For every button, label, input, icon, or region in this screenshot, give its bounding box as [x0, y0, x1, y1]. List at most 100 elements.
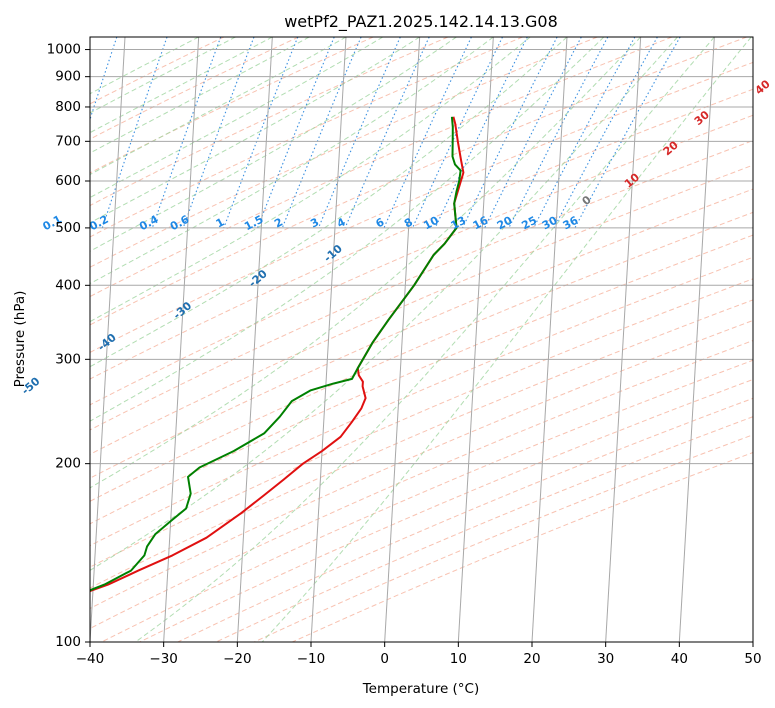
dry-adiabat	[90, 139, 753, 431]
mixing-ratio-line	[462, 37, 558, 229]
mixing-ratio-line	[182, 37, 255, 229]
isotherm-line	[752, 633, 753, 642]
moist-adiabat	[90, 37, 678, 571]
moist-adiabat	[90, 37, 310, 154]
dry-adiabat	[90, 319, 753, 610]
dry-adiabat	[90, 37, 523, 238]
mixing-ratio-line	[484, 37, 582, 229]
x-tick-label: −10	[297, 651, 326, 667]
mixing-ratio-label: 25	[519, 214, 539, 233]
mixing-ratio-line	[90, 37, 118, 122]
mixing-ratio-line	[434, 37, 528, 229]
chart-title: wetPf2_PAZ1.2025.142.14.13.G08	[284, 12, 558, 32]
dry-adiabat	[90, 37, 449, 207]
grid-lines	[90, 37, 753, 642]
x-tick-label: −20	[223, 651, 252, 667]
mixing-ratio-label: 36	[561, 214, 581, 233]
mixing-ratio-line	[383, 37, 472, 229]
moist-adiabat-label: 10	[622, 170, 642, 190]
x-tick-label: 0	[380, 651, 389, 667]
x-tick-label: −30	[149, 651, 178, 667]
mixing-ratio-line	[553, 37, 658, 229]
isotherm-label: -10	[321, 242, 345, 265]
mixing-ratio-line	[317, 37, 401, 229]
isotherm-line	[678, 37, 715, 642]
y-tick-label: 300	[55, 351, 81, 367]
isotherm-line	[236, 37, 273, 642]
mixing-ratio-line	[101, 37, 168, 229]
mixing-ratio-label: 20	[495, 214, 515, 233]
x-tick-label: 30	[597, 651, 614, 667]
moist-adiabat	[90, 37, 236, 114]
isotherm-line	[90, 37, 126, 642]
moist-adiabat	[90, 37, 347, 176]
mixing-ratio-label: 0.2	[87, 213, 110, 234]
dry-adiabat	[90, 299, 753, 589]
dry-adiabat	[90, 37, 598, 268]
isotherm-label: -40	[95, 331, 119, 354]
moist-adiabat-label: 40	[753, 77, 773, 97]
moist-adiabat	[90, 37, 605, 422]
mixing-ratio-line	[508, 37, 609, 229]
mixing-ratio-line	[223, 37, 299, 229]
isotherm-line	[531, 37, 568, 642]
mixing-ratio-line	[151, 37, 222, 229]
y-tick-label: 600	[55, 173, 81, 189]
mixing-ratio-line	[574, 37, 681, 229]
y-tick-label: 200	[55, 456, 81, 472]
dry-adiabat	[101, 359, 753, 642]
moist-adiabat	[90, 37, 457, 252]
moist-adiabat	[90, 37, 531, 323]
y-tick-label: 700	[55, 133, 81, 149]
moist-adiabat	[90, 37, 568, 368]
x-tick-label: 20	[523, 651, 540, 667]
isotherm-line	[163, 37, 200, 642]
x-tick-label: −40	[76, 651, 105, 667]
isotherm-line	[457, 37, 494, 642]
isotherm-line	[605, 37, 642, 642]
isotherm-line	[384, 37, 421, 642]
moist-adiabat	[135, 37, 715, 642]
dry-adiabat	[90, 164, 753, 455]
dry-adiabat	[90, 188, 753, 479]
dry-adiabat	[90, 37, 673, 298]
mixing-ratio-line	[256, 37, 335, 229]
background-lines	[90, 37, 753, 642]
profile-lines	[90, 116, 465, 593]
moist-adiabat	[90, 37, 384, 199]
inner-labels: -100-90-80-70-60-50-40-30-20-100.10.20.4…	[19, 77, 773, 397]
x-tick-label: 10	[450, 651, 467, 667]
dry-adiabat	[90, 37, 299, 140]
mixing-ratio-label: 0.4	[137, 213, 161, 234]
x-axis-ticks: −40 −30 −20 −10 0 10 20 30 40 50	[76, 642, 762, 667]
dry-adiabat	[215, 416, 753, 642]
moist-adiabat	[90, 37, 273, 134]
dry-adiabat	[90, 61, 753, 353]
mixing-ratio-label: 13	[449, 214, 469, 233]
y-tick-label: 100	[55, 634, 81, 650]
x-tick-label: 40	[671, 651, 688, 667]
mixing-ratio-line	[281, 37, 362, 229]
mixing-ratio-label: 16	[471, 214, 491, 233]
dry-adiabat	[90, 37, 747, 326]
x-axis-label: Temperature (°C)	[362, 681, 480, 697]
y-axis-label: Pressure (hPa)	[12, 291, 28, 388]
x-tick-label: 50	[744, 651, 761, 667]
mixing-ratio-label: 10	[421, 214, 441, 233]
isotherm-line	[310, 37, 347, 642]
y-tick-label: 900	[55, 69, 81, 85]
moist-adiabat	[90, 37, 199, 95]
y-axis-ticks: 100 200 300 400 500 600 700 800 900 1000	[47, 42, 90, 650]
dry-adiabat	[139, 378, 753, 642]
mixing-ratio-line	[344, 37, 430, 229]
y-tick-label: 400	[55, 277, 81, 293]
y-tick-label: 800	[55, 99, 81, 115]
isotherm-label: -20	[246, 267, 270, 290]
mixing-ratio-label: 30	[540, 214, 560, 233]
y-tick-label: 500	[55, 220, 81, 236]
moist-adiabat	[90, 37, 642, 489]
moist-adiabat	[261, 37, 752, 642]
dry-adiabat	[90, 340, 753, 630]
dewpoint-line	[90, 116, 462, 592]
